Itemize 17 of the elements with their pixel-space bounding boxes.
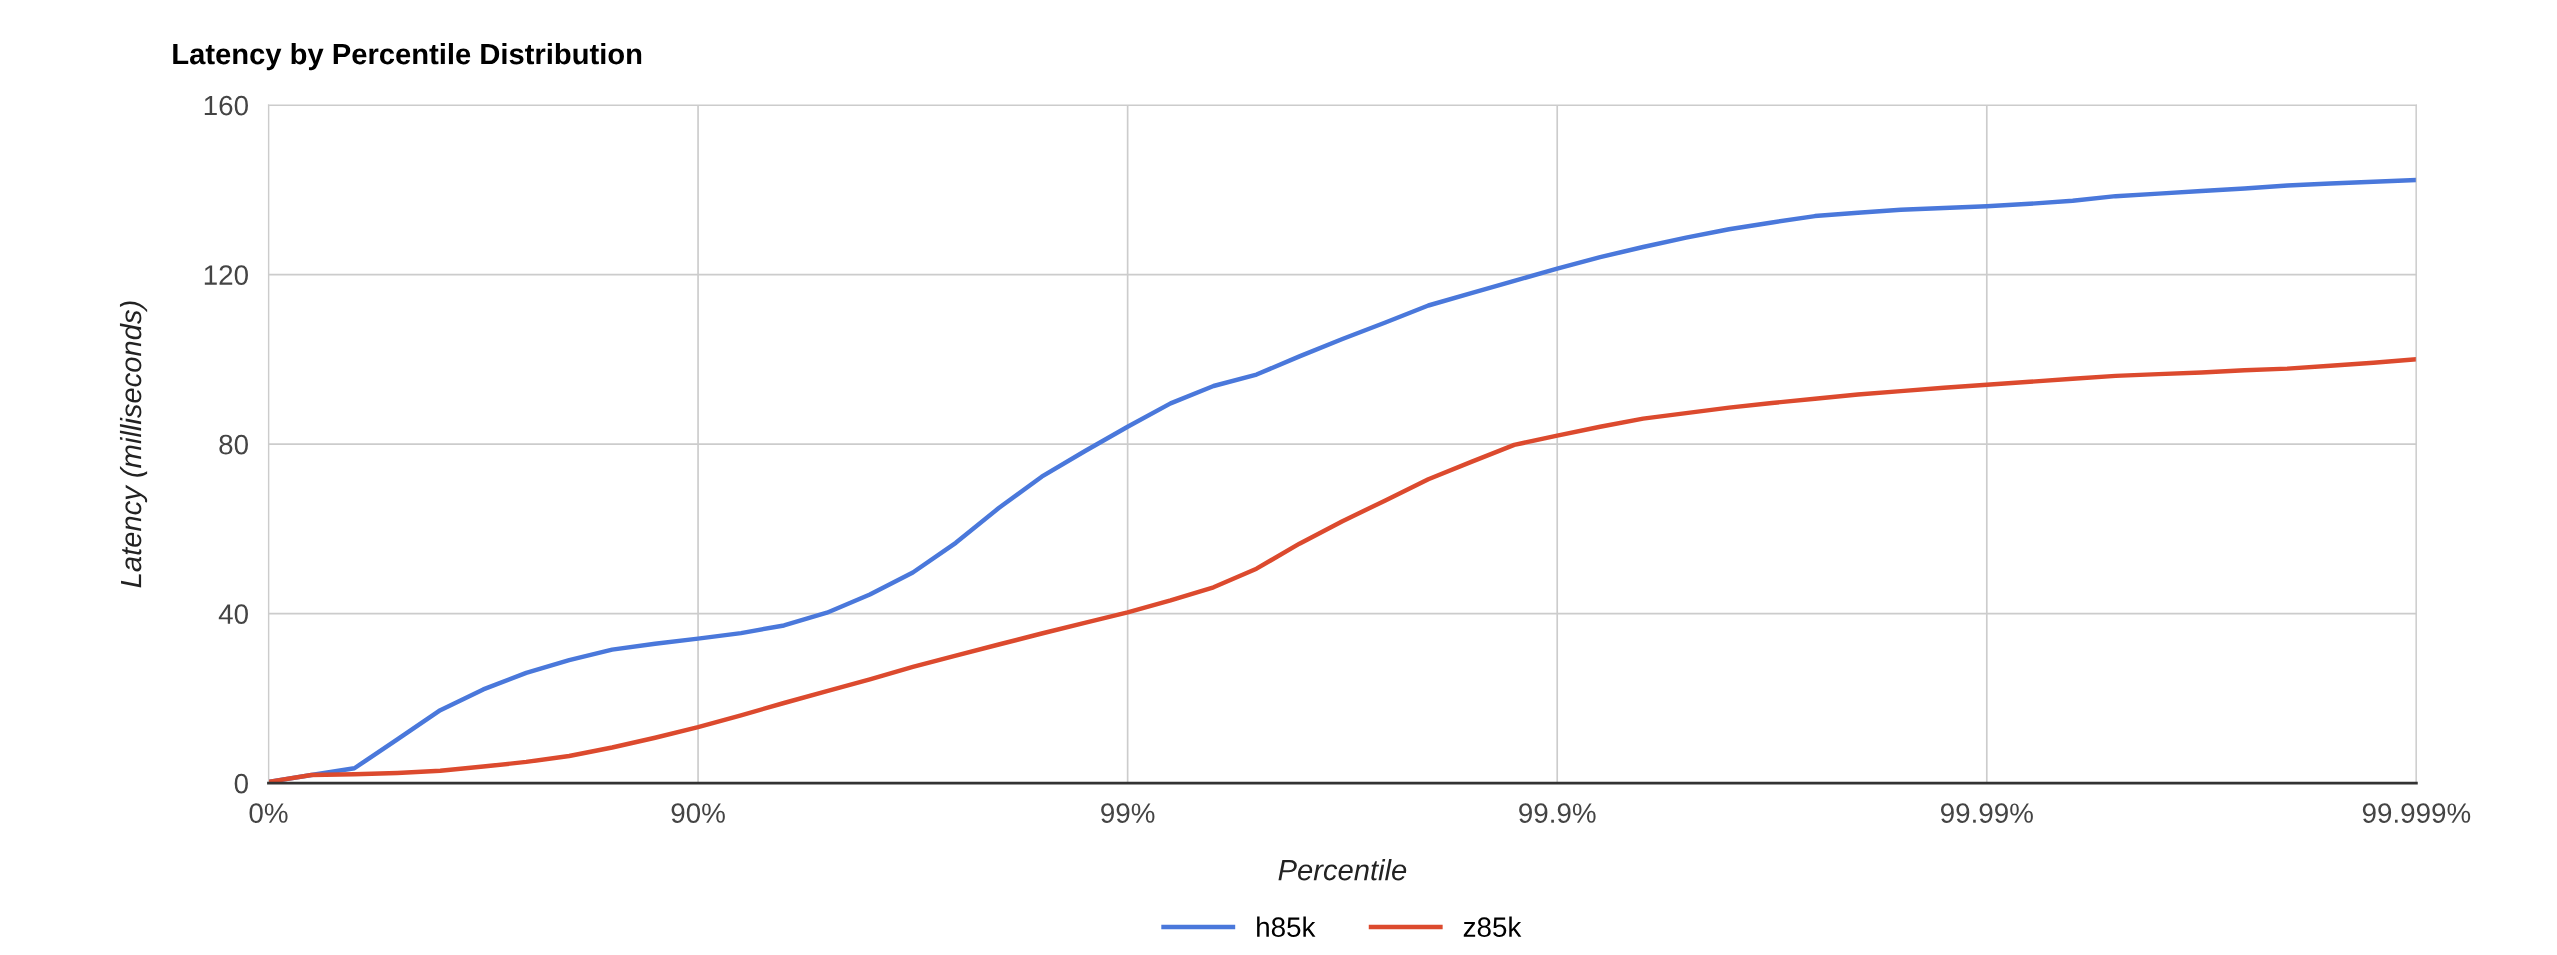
legend-label: h85k xyxy=(1257,916,1316,937)
chart-title: Latency by Percentile Distribution xyxy=(173,42,642,71)
legend-label: z85k xyxy=(1463,916,1522,937)
y-axis-title: Latency (milliseconds) xyxy=(119,301,148,588)
y-tick-label: 160 xyxy=(204,95,248,116)
x-tick-label: 99.99% xyxy=(1940,803,2033,823)
x-tick-label: 99.999% xyxy=(2362,803,2471,823)
y-tick-label: 80 xyxy=(219,434,248,455)
x-tick-label: 99.9% xyxy=(1519,803,1596,823)
x-axis-title: Percentile xyxy=(1278,858,1407,881)
y-tick-label: 120 xyxy=(204,265,248,285)
x-tick-label: 90% xyxy=(671,803,725,823)
x-tick-label: 0% xyxy=(249,803,288,823)
y-tick-label: 0 xyxy=(234,773,248,794)
x-tick-label: 99% xyxy=(1101,803,1155,823)
y-tick-label: 40 xyxy=(218,604,248,624)
line-series xyxy=(268,357,2417,784)
